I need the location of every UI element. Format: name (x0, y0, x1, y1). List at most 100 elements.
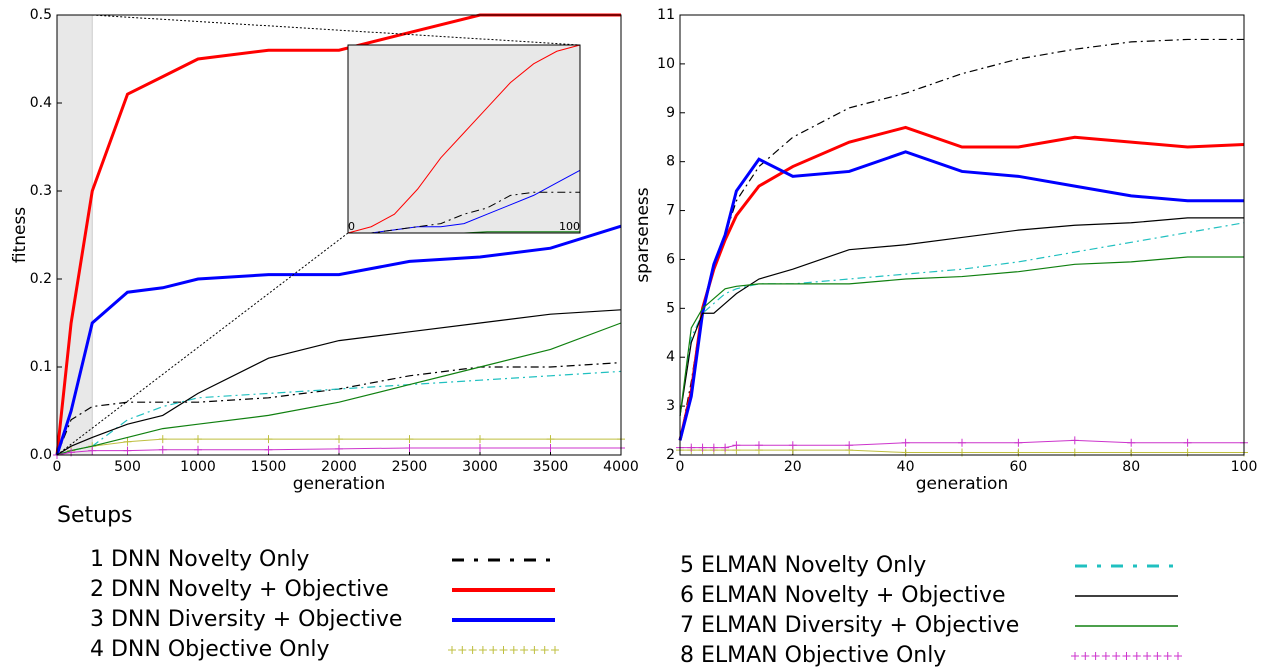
zoom-region (56, 14, 93, 456)
plus-marker (194, 445, 202, 454)
legend-swatch (540, 646, 549, 654)
plus-marker (158, 445, 167, 454)
plus-marker (1183, 438, 1192, 447)
legend-swatch (458, 646, 467, 654)
legend-label: 5 ELMAN Novelty Only (680, 553, 926, 578)
legend-swatch (478, 646, 487, 654)
legend-swatch (499, 646, 508, 654)
series-line (56, 362, 622, 456)
x-tick-label: 0 (676, 459, 685, 475)
y-tick-label: 4 (666, 349, 675, 365)
y-tick-label: 6 (666, 251, 675, 267)
y-tick-label: 0.2 (30, 271, 52, 287)
legend-label: 6 ELMAN Novelty + Objective (680, 583, 1006, 608)
plus-marker (546, 435, 555, 444)
plus-marker (194, 435, 202, 444)
series-line (679, 222, 1245, 416)
legend-swatch (530, 646, 539, 654)
plus-marker (958, 438, 966, 447)
y-tick-label: 0.3 (30, 183, 52, 199)
y-tick-label: 7 (666, 203, 675, 219)
series-line (679, 38, 1244, 441)
plus-marker (788, 441, 797, 450)
x-tick-label: 80 (1122, 459, 1140, 475)
plus-marker (709, 443, 718, 452)
legend-swatch (1071, 652, 1079, 660)
series-line (56, 309, 622, 456)
plus-marker (901, 438, 910, 447)
plus-marker (1014, 438, 1023, 447)
x-tick-label: 20 (784, 459, 802, 475)
plot-area (348, 45, 580, 233)
x-axis-label: generation (293, 474, 385, 494)
plus-marker (264, 435, 273, 444)
x-tick-label: 0 (53, 459, 62, 475)
y-tick-label: 5 (666, 300, 675, 316)
x-tick-label: 1000 (180, 459, 216, 475)
x-tick-label: 100 (559, 220, 580, 233)
series-line (348, 191, 580, 234)
x-tick-label: 60 (1009, 459, 1027, 475)
y-tick-label: 0.5 (30, 7, 52, 23)
x-axis-label: generation (916, 474, 1008, 494)
x-tick-label: 1500 (251, 459, 287, 475)
y-axis-label: sparseness (633, 187, 653, 282)
legend-label: 7 ELMAN Diversity + Objective (680, 613, 1019, 638)
plus-marker (405, 435, 414, 444)
series-line (56, 322, 622, 456)
plot-frame (679, 14, 1245, 456)
plus-marker (158, 435, 167, 444)
legend-label: 2 DNN Novelty + Objective (90, 577, 389, 602)
legend-swatch (520, 646, 529, 654)
series-line (679, 217, 1244, 416)
plus-marker (754, 441, 763, 450)
series-line (680, 449, 1244, 454)
legend-swatch (1101, 652, 1110, 660)
x-tick-label: 500 (114, 459, 141, 475)
legend-swatch (1143, 652, 1152, 660)
y-tick-label: 9 (666, 105, 675, 121)
legend-swatch (468, 646, 477, 654)
x-tick-label: 4000 (603, 459, 639, 475)
legend-swatch (489, 646, 498, 654)
plus-marker (405, 443, 414, 452)
y-tick-label: 10 (657, 56, 675, 72)
legend-swatch (1112, 652, 1121, 660)
legend-swatch (448, 646, 456, 654)
plus-marker (1070, 436, 1079, 445)
x-tick-label: 3000 (462, 459, 498, 475)
x-tick-label: 3500 (533, 459, 569, 475)
series-line (680, 439, 1244, 449)
plus-marker (1127, 438, 1136, 447)
legend-swatch (551, 646, 559, 654)
series-line (679, 256, 1244, 416)
x-tick-label: 2500 (392, 459, 428, 475)
legend-swatch (509, 646, 518, 654)
y-tick-label: 2 (666, 447, 675, 463)
legend-label: 4 DNN Objective Only (90, 637, 330, 662)
series-line (347, 44, 581, 234)
legend-swatch (1091, 652, 1100, 660)
plus-marker (845, 441, 854, 450)
plus-marker (335, 444, 343, 453)
x-tick-label: 40 (897, 459, 915, 475)
legend-swatch (1174, 652, 1182, 660)
legend-swatch (1163, 652, 1172, 660)
plus-marker (687, 443, 696, 452)
zoom-connector (92, 14, 581, 46)
plus-marker (476, 435, 484, 444)
plot-frame (347, 44, 581, 234)
plus-marker (698, 443, 707, 452)
series-line (55, 224, 622, 456)
plus-marker (721, 443, 730, 452)
series-line (678, 150, 1244, 441)
x-tick-label: 0 (348, 220, 355, 233)
x-tick-label: 2000 (321, 459, 357, 475)
legend-label: 8 ELMAN Objective Only (680, 643, 946, 668)
legend-swatch (1122, 652, 1131, 660)
legend-swatch (1081, 652, 1090, 660)
plus-marker (476, 443, 484, 452)
y-tick-label: 11 (657, 7, 675, 23)
y-tick-label: 0.4 (30, 95, 52, 111)
